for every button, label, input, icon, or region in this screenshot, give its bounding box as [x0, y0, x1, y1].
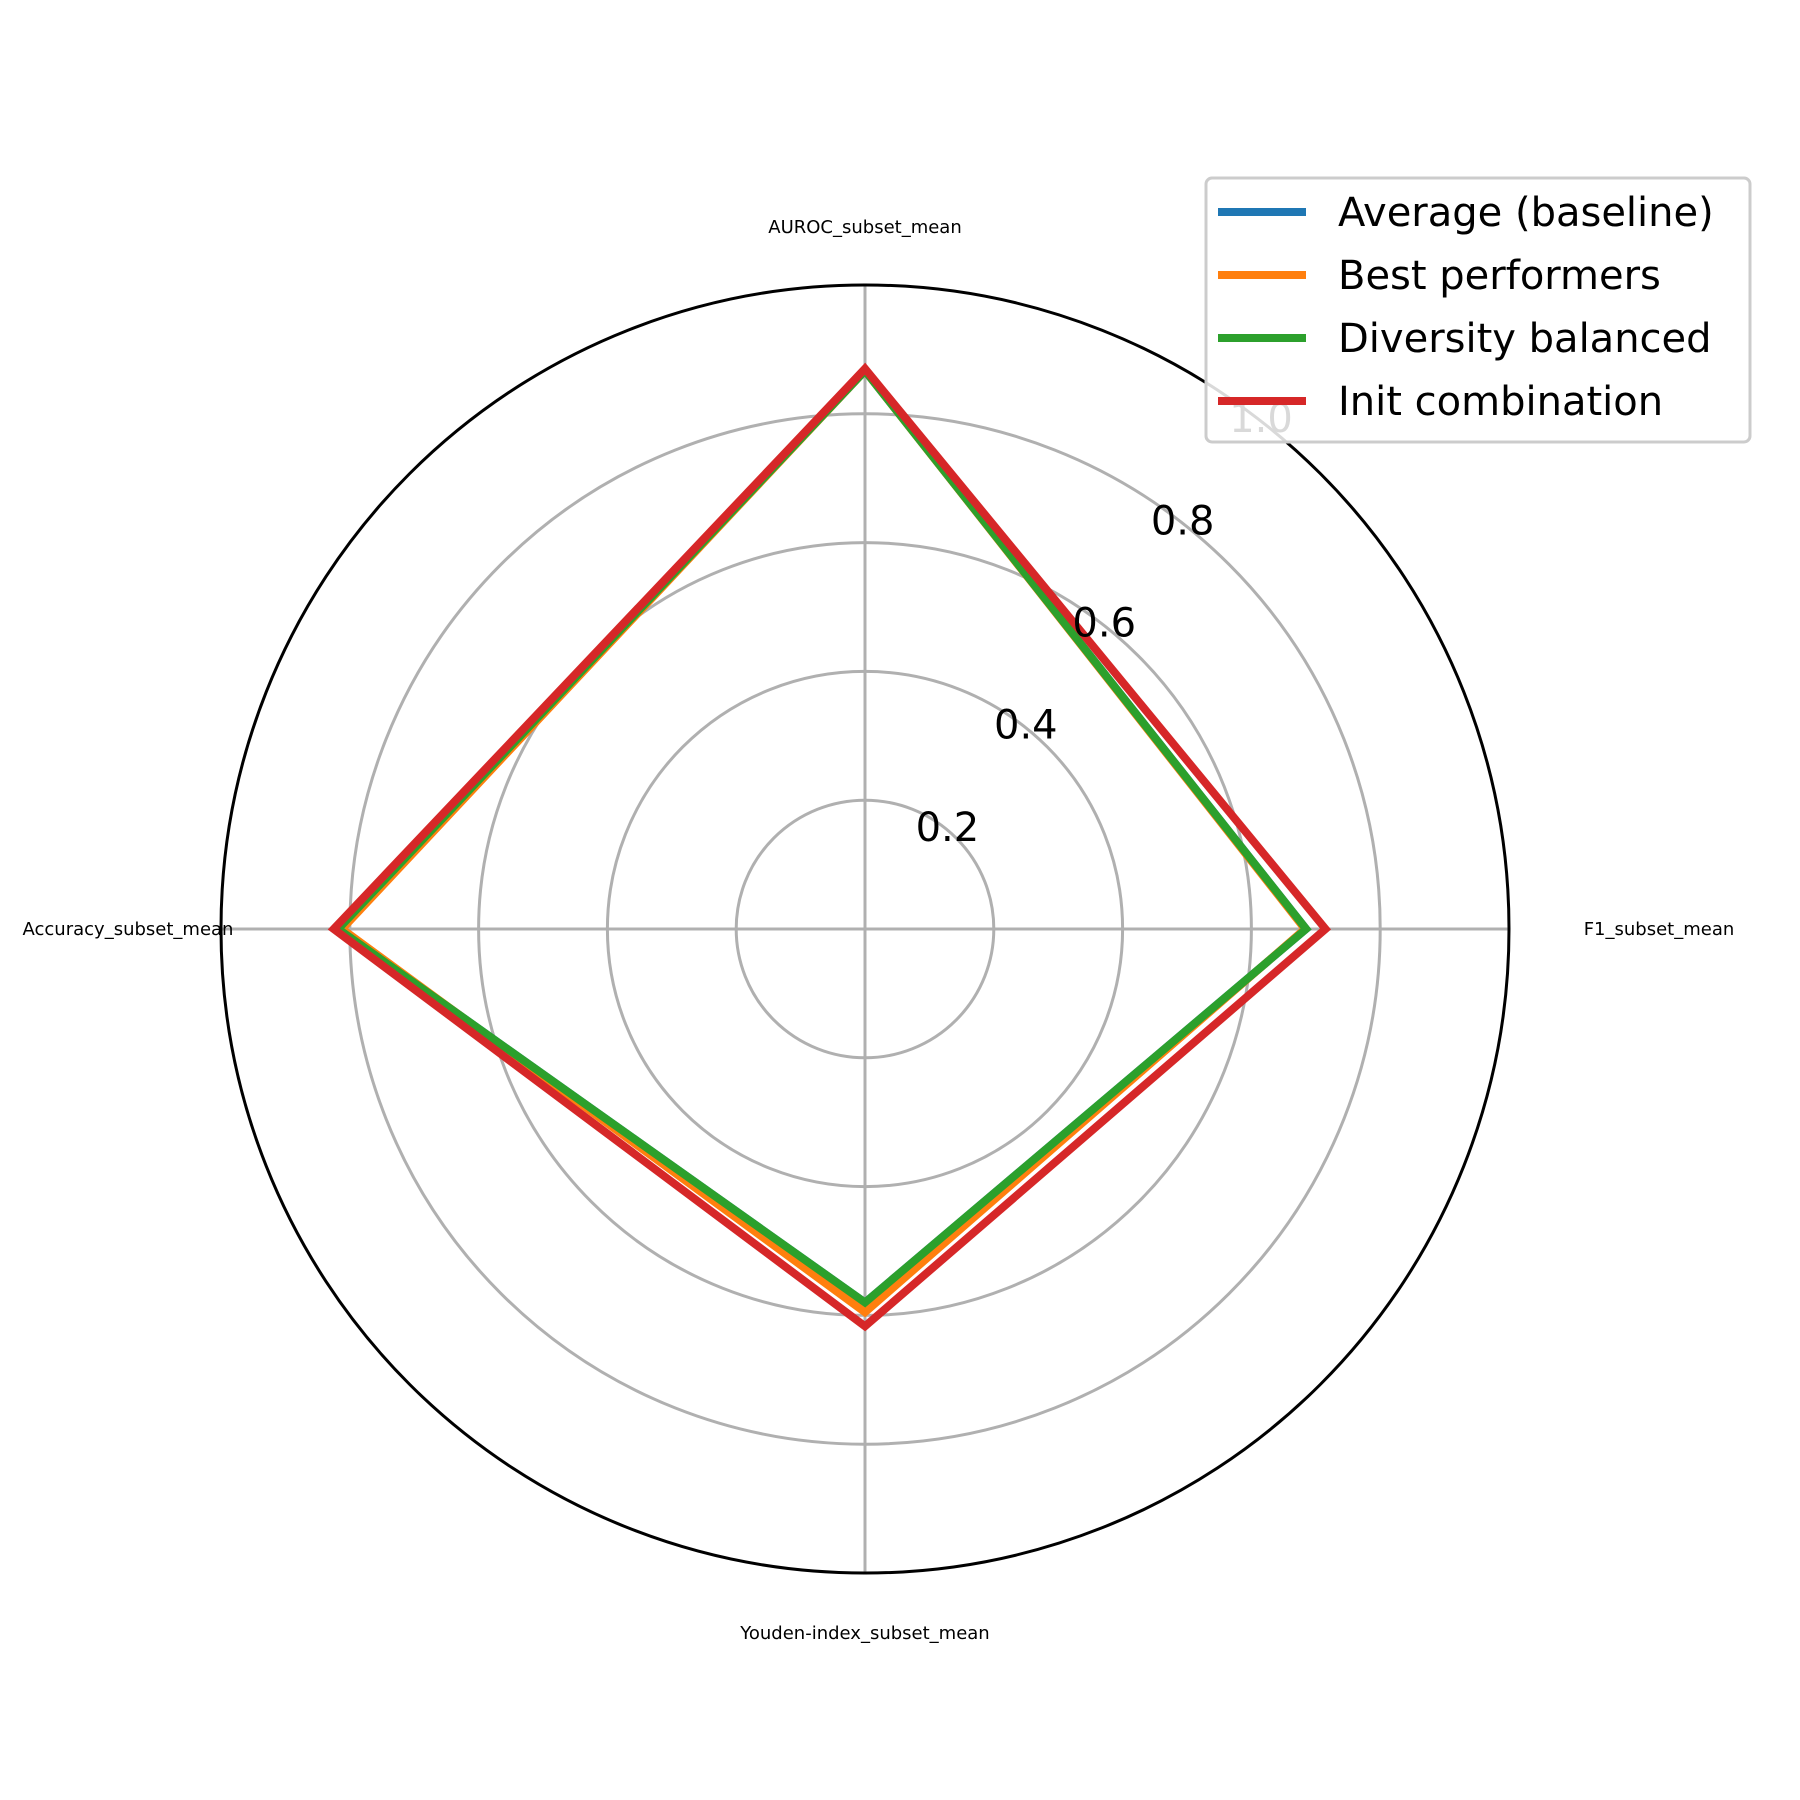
axis-label-3: Youden-index_subset_mean	[739, 1623, 989, 1644]
r-tick-label-3: 0.6	[1072, 600, 1136, 646]
r-tick-label-2: 0.4	[994, 703, 1058, 749]
legend-label-3: Diversity balanced	[1338, 316, 1712, 362]
radial-tick-labels: 0.20.40.60.81.0	[916, 396, 1293, 851]
legend-frame	[1204, 176, 1752, 444]
legend: Average (baseline) Best performers Diversi…	[1204, 176, 1752, 444]
radar-grid	[219, 283, 1511, 1575]
series-4-polygon	[327, 362, 1332, 1332]
legend-label-1: Average (baseline)	[1338, 190, 1714, 236]
polar-frame	[219, 283, 1511, 1575]
axis-label-4: Accuracy_subset_mean	[23, 919, 234, 940]
r-tick-label-1: 0.2	[916, 805, 980, 851]
axis-labels: AUROC_subset_mean F1_subset_mean Youden-in…	[23, 217, 1735, 1644]
axis-label-2: F1_subset_mean	[1584, 919, 1735, 940]
radar-series	[327, 362, 1332, 1332]
legend-label-2: Best performers	[1338, 253, 1661, 299]
legend-label-4: Init combination	[1338, 379, 1663, 425]
r-tick-label-4: 0.8	[1151, 498, 1215, 544]
axis-label-1: AUROC_subset_mean	[768, 217, 962, 238]
